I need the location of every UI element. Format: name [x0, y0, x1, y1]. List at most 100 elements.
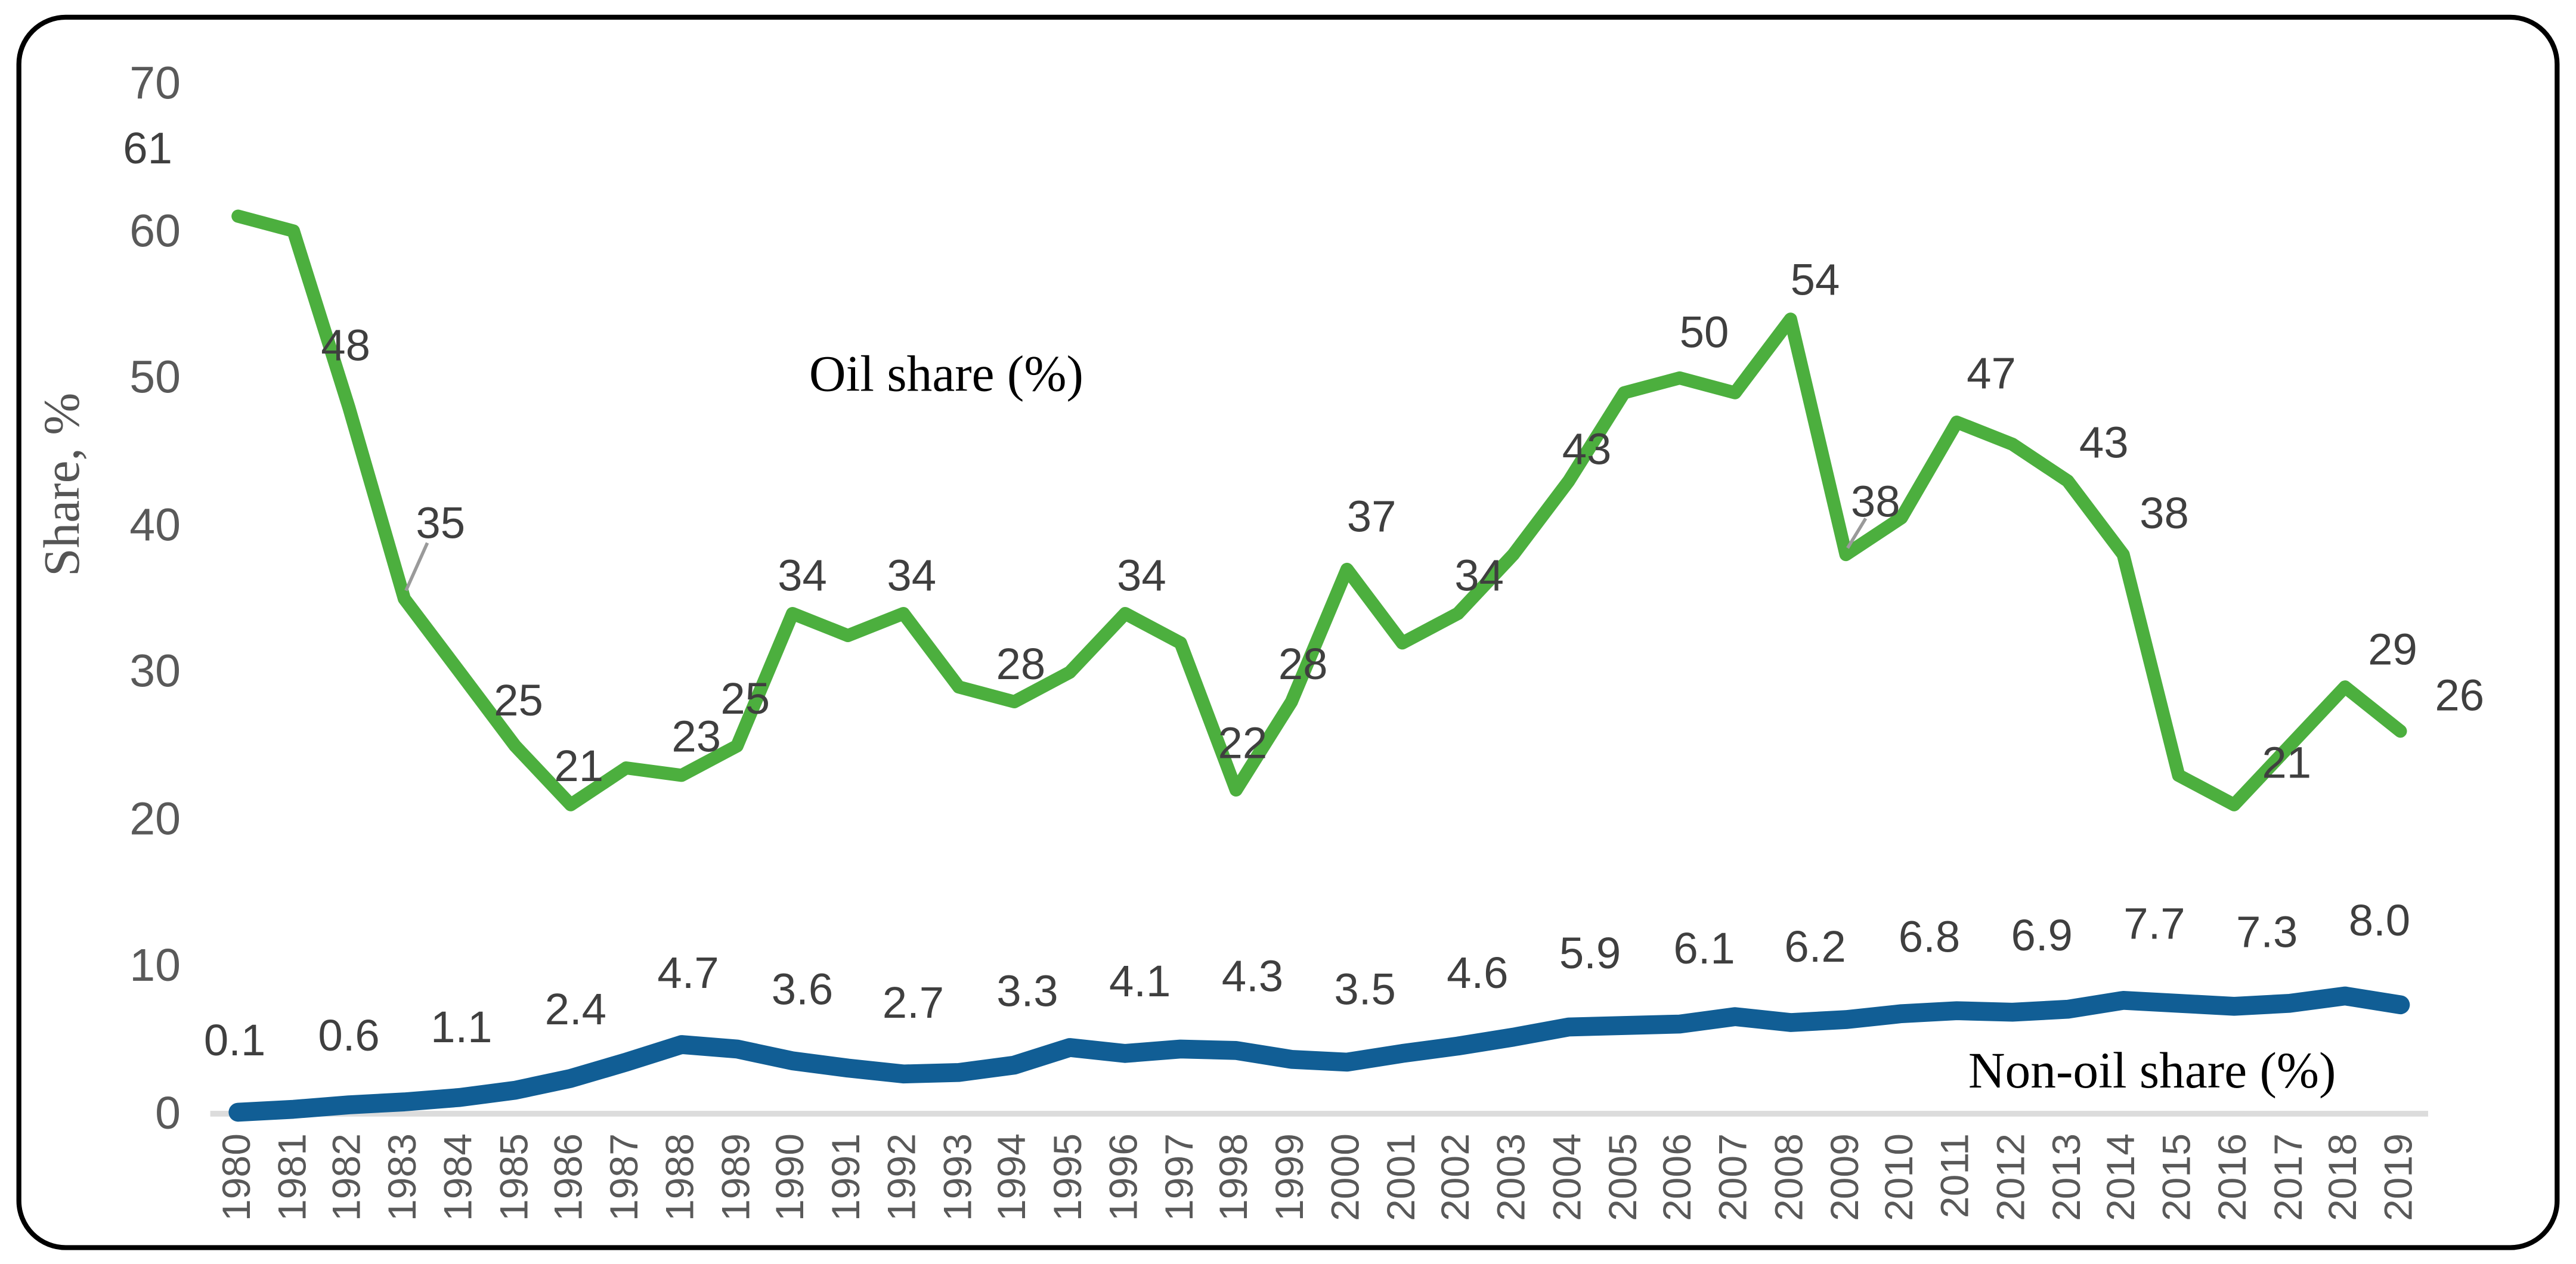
data-label-oil: 34	[1117, 552, 1166, 602]
x-tick-label: 1980	[215, 1133, 259, 1222]
x-tick-label: 2001	[1379, 1133, 1424, 1222]
x-tick-label: 1988	[658, 1133, 703, 1222]
data-label-nonoil: 7.3	[2236, 907, 2298, 956]
y-tick-label: 20	[129, 793, 181, 844]
x-tick-label: 2000	[1324, 1133, 1368, 1222]
x-tick-label: 1986	[547, 1133, 592, 1222]
chart-frame	[16, 14, 2560, 1250]
x-tick-label: 2010	[1878, 1133, 1923, 1222]
data-label-nonoil: 2.4	[544, 984, 607, 1033]
x-tick-label: 2012	[1989, 1133, 2034, 1222]
data-label-nonoil: 6.2	[1784, 923, 1846, 972]
data-label-oil: 35	[416, 497, 466, 547]
x-tick-label: 1993	[936, 1133, 980, 1222]
data-label-oil: 21	[2262, 738, 2312, 788]
x-tick-label: 1992	[880, 1133, 925, 1222]
x-tick-label: 1984	[436, 1133, 481, 1222]
oil-share-line	[231, 209, 2407, 811]
data-label-nonoil: 4.3	[1221, 952, 1284, 1002]
data-label-nonoil: 5.9	[1559, 929, 1621, 979]
data-label-nonoil: 2.7	[882, 978, 945, 1027]
data-label-nonoil: 0.1	[203, 1016, 266, 1065]
data-label-nonoil: 3.3	[996, 967, 1058, 1017]
x-tick-label: 1991	[825, 1133, 869, 1222]
y-tick-label: 50	[129, 351, 181, 403]
data-label-nonoil: 0.6	[318, 1010, 380, 1060]
y-tick-label: 30	[129, 646, 181, 697]
x-tick-label: 2017	[2267, 1133, 2311, 1222]
data-label-oil: 29	[2368, 625, 2417, 675]
nonoil-series-label: Non-oil share (%)	[1968, 1041, 2336, 1099]
x-tick-label: 2015	[2156, 1133, 2200, 1222]
data-label-oil: 34	[887, 552, 937, 602]
y-tick-label: 10	[129, 940, 181, 992]
x-tick-label: 2018	[2321, 1133, 2367, 1222]
data-label-oil: 38	[1850, 476, 1900, 526]
data-label-oil: 61	[123, 123, 173, 173]
data-label-nonoil: 7.7	[2123, 899, 2185, 949]
data-label-oil: 54	[1790, 256, 1840, 305]
x-tick-label: 2004	[1546, 1133, 1590, 1222]
data-label-oil: 26	[2435, 671, 2485, 721]
x-tick-label: 1990	[769, 1133, 814, 1222]
data-label-oil: 34	[778, 552, 827, 602]
data-label-oil: 37	[1346, 491, 1397, 541]
data-label-nonoil: 4.6	[1447, 948, 1509, 998]
y-tick-label: 0	[155, 1087, 181, 1139]
label-leader-line	[404, 542, 429, 591]
x-tick-label: 1994	[991, 1133, 1036, 1222]
x-tick-label: 2008	[1767, 1133, 1812, 1222]
x-tick-label: 1995	[1046, 1133, 1091, 1222]
data-label-oil: 43	[1562, 424, 1612, 474]
x-tick-label: 2002	[1435, 1133, 1479, 1222]
data-label-oil: 25	[720, 674, 770, 724]
y-tick-label: 70	[129, 57, 181, 109]
data-label-nonoil: 4.7	[657, 948, 719, 998]
data-label-nonoil: 3.5	[1334, 964, 1396, 1014]
data-label-oil: 34	[1454, 552, 1504, 602]
data-label-nonoil: 1.1	[431, 1003, 493, 1053]
data-label-oil: 43	[2079, 417, 2129, 467]
data-label-nonoil: 6.1	[1673, 924, 1735, 974]
x-tick-label: 1998	[1213, 1133, 1258, 1222]
data-label-nonoil: 6.9	[2011, 911, 2073, 961]
non-oil-share-line	[228, 986, 2410, 1122]
x-tick-label: 1989	[714, 1133, 758, 1222]
data-label-oil: 22	[1218, 718, 1268, 768]
x-tick-label: 2005	[1601, 1133, 1646, 1222]
data-label-oil: 25	[494, 676, 543, 726]
x-tick-label: 1985	[492, 1133, 537, 1222]
data-label-oil: 28	[1278, 640, 1328, 690]
x-tick-label: 2009	[1823, 1133, 1868, 1222]
data-label-oil: 28	[996, 640, 1046, 690]
x-tick-label: 1982	[326, 1133, 370, 1222]
data-label-nonoil: 8.0	[2348, 896, 2411, 946]
data-label-oil: 48	[321, 321, 370, 371]
data-label-nonoil: 6.8	[1898, 912, 1961, 962]
x-tick-label: 2016	[2211, 1133, 2256, 1222]
data-label-nonoil: 3.6	[771, 964, 834, 1014]
data-label-nonoil: 4.1	[1109, 957, 1171, 1007]
label-leader-line	[1846, 518, 1868, 549]
y-axis-ticks: 0 10 20 30 40 50 60 70	[0, 0, 181, 1264]
data-label-oil: 23	[671, 712, 722, 761]
x-tick-label: 1996	[1102, 1133, 1147, 1222]
data-label-oil: 47	[1967, 349, 2016, 399]
x-tick-label: 2007	[1712, 1133, 1757, 1222]
y-tick-label: 60	[129, 205, 181, 256]
oil-series-label: Oil share (%)	[809, 345, 1083, 402]
x-tick-label: 1981	[270, 1133, 315, 1222]
data-label-oil: 21	[554, 741, 604, 791]
x-tick-label: 2014	[2100, 1133, 2145, 1222]
x-tick-label: 1987	[603, 1133, 648, 1222]
x-tick-label: 2011	[1934, 1133, 1979, 1219]
x-tick-label: 1999	[1268, 1133, 1313, 1222]
x-tick-label: 2019	[2377, 1133, 2422, 1222]
x-tick-label: 2006	[1657, 1133, 1701, 1222]
data-label-oil: 38	[2140, 488, 2189, 538]
y-tick-label: 40	[129, 498, 181, 550]
x-tick-label: 2003	[1490, 1133, 1535, 1222]
x-tick-label: 1997	[1157, 1133, 1202, 1222]
